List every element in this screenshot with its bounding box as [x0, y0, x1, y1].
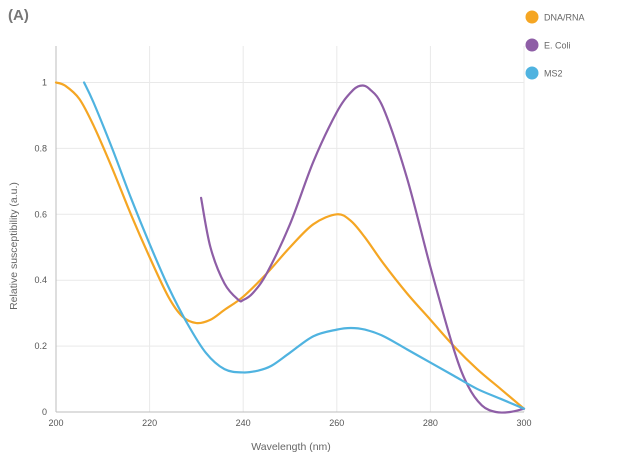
panel-label: (A): [8, 7, 29, 24]
x-tick-label: 240: [236, 418, 251, 428]
x-tick-label: 260: [329, 418, 344, 428]
series-lines: [54, 81, 526, 414]
x-tick-label: 220: [142, 418, 157, 428]
tick-labels: 200 220 240 260 280 300 0 0.2 0.4 0.6 0.8 1: [34, 77, 531, 428]
x-axis-title: Wavelength (nm): [251, 441, 331, 453]
legend-swatch-e-coli[interactable]: [525, 38, 539, 52]
y-tick-label: 0: [42, 407, 47, 417]
legend-label-e-coli[interactable]: E. Coli: [544, 41, 571, 51]
series-line-ms2: [82, 81, 526, 410]
y-axis-title: Relative susceptibility (a.u.): [8, 182, 20, 310]
y-tick-label: 0.8: [34, 143, 47, 153]
y-tick-label: 1: [42, 77, 47, 87]
legend-swatch-dna-rna[interactable]: [525, 10, 539, 24]
legend-swatch-ms2[interactable]: [525, 66, 539, 80]
grid: [55, 46, 525, 413]
y-tick-label: 0.6: [34, 209, 47, 219]
series-line-e-coli: [199, 84, 526, 414]
y-tick-label: 0.2: [34, 341, 47, 351]
axes: [55, 46, 524, 413]
legend-label-ms2[interactable]: MS2: [544, 69, 563, 79]
legend: DNA/RNA E. Coli MS2: [525, 10, 585, 80]
legend-label-dna-rna[interactable]: DNA/RNA: [544, 13, 585, 23]
x-tick-label: 200: [48, 418, 63, 428]
x-tick-label: 280: [423, 418, 438, 428]
x-tick-label: 300: [516, 418, 531, 428]
series-line-dna-rna: [54, 81, 526, 410]
y-tick-label: 0.4: [34, 275, 47, 285]
